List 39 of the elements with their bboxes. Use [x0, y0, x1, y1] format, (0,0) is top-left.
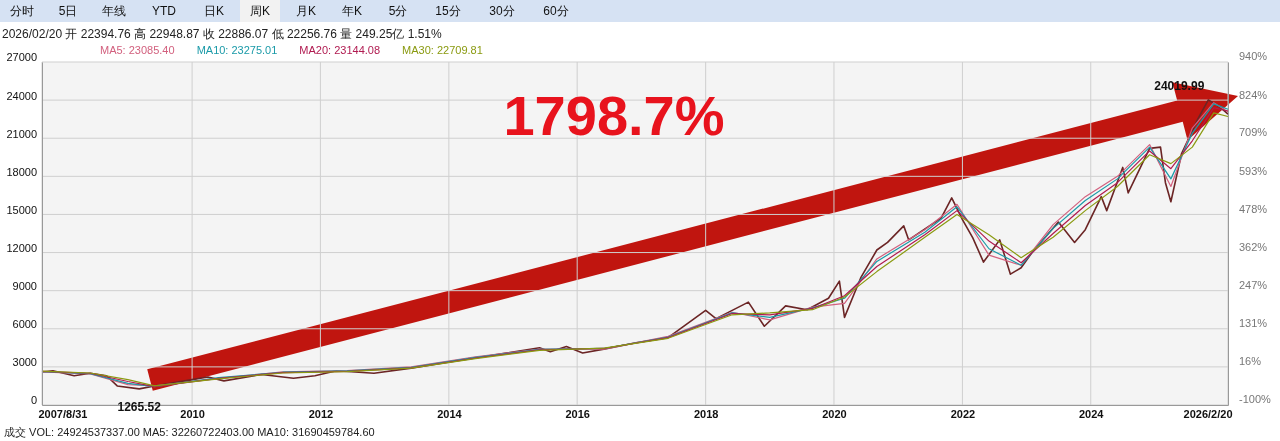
x-tick-label: 2022 [950, 407, 976, 420]
x-tick-label: 2020 [822, 407, 847, 420]
y2-tick-label: 593% [1239, 164, 1268, 177]
text: 2026/02/20 开 22394.76 高 22948.87 收 22886.07 低 22256.76 量 249.25亿 1.51% [2, 27, 442, 41]
x-tick-label: 2026/2/20 [1183, 407, 1233, 420]
x-tick-label: 2024 [1078, 407, 1105, 420]
y-tick-label: 15000 [6, 203, 37, 216]
y2-tick-label: 478% [1239, 202, 1268, 215]
x-tick-label: 2014 [437, 407, 463, 420]
text: 分时 5日 年线 YTD 日K 周K 月K 年K 5分 15分 30分 60分 [10, 4, 569, 18]
y2-tick-label: 709% [1239, 126, 1268, 139]
annotation: 1265.52 [117, 399, 162, 414]
annotation: 1798.7% [503, 84, 725, 147]
y2-tick-label: 16% [1239, 355, 1262, 368]
y2-tick-label: 131% [1239, 317, 1268, 330]
y-tick-label: 18000 [6, 165, 37, 178]
text: MA30: 22709.81 [402, 44, 483, 56]
y2-tick-label: 824% [1239, 88, 1268, 101]
text: MA5: 23085.40 [100, 44, 175, 56]
text: 成交 VOL: 24924537337.00 MA5: 32260722403.00 MA10: 31690459784.60 [4, 426, 375, 438]
x-tick-label: 2007/8/31 [38, 407, 88, 420]
x-tick-label: 2016 [565, 407, 590, 420]
x-tick-label: 2010 [180, 407, 205, 420]
y-tick-label: 9000 [12, 280, 37, 293]
y-tick-label: 6000 [12, 318, 37, 331]
text: MA10: 23275.01 [196, 44, 278, 56]
y-tick-label: 3000 [12, 356, 37, 369]
y2-tick-label: 362% [1239, 240, 1268, 253]
y-tick-label: 24000 [6, 89, 37, 102]
y-tick-label: 21000 [6, 127, 37, 140]
y2-tick-label: 247% [1239, 278, 1268, 291]
y2-tick-label: 940% [1239, 50, 1268, 63]
x-tick-label: 2018 [693, 407, 719, 420]
y-tick-label: 0 [30, 394, 37, 407]
y2-tick-label: -100% [1239, 393, 1272, 406]
x-tick-label: 2012 [308, 407, 334, 420]
y-tick-label: 27000 [6, 51, 37, 64]
text: MA20: 23144.08 [299, 44, 381, 56]
y-tick-label: 12000 [6, 241, 37, 254]
